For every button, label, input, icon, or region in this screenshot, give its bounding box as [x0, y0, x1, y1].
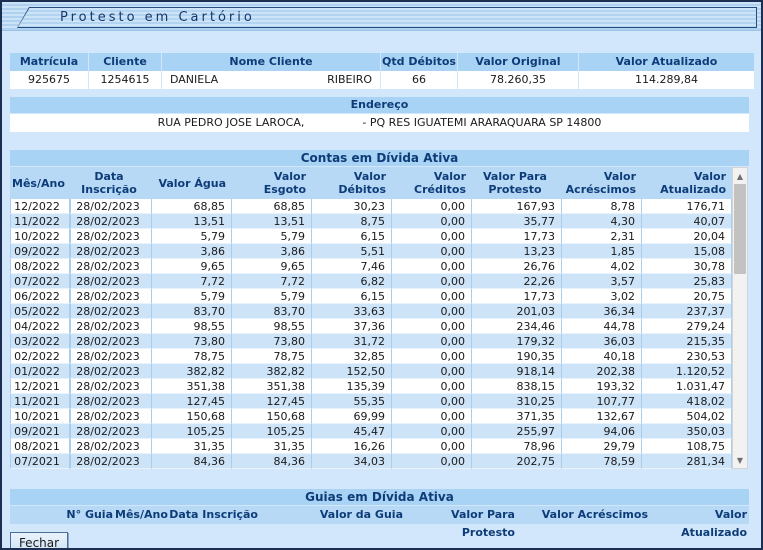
table-row[interactable]: 01/202228/02/2023382,82382,82152,500,009… — [10, 364, 732, 379]
col-matricula: Matrícula — [10, 53, 88, 71]
table-row[interactable]: 03/202228/02/202373,8073,8031,720,00179,… — [10, 334, 732, 349]
col-guia-mes-ano: Mês/Ano — [115, 506, 165, 542]
endereco-header: Endereço — [10, 97, 749, 113]
nome-cliente-value: DANIELA RIBEIRO — [162, 71, 380, 89]
table-row[interactable]: 12/202128/02/2023351,38351,38135,390,008… — [10, 379, 732, 394]
col-qtd-debitos: Qtd Débitos — [381, 53, 457, 71]
title-tab: Protesto em Cartório — [17, 7, 757, 28]
contas-scrollbar[interactable]: ▲ ▼ — [732, 167, 748, 469]
col-guia-valor-para-protesto: Valor Para Protesto — [405, 506, 517, 542]
endereco-district: - PQ RES IGUATEMI ARARAQUARA SP 14800 — [362, 114, 601, 132]
col-guia-valor-acrescimos: Valor Acréscimos — [517, 506, 650, 542]
table-row[interactable]: 07/202128/02/202384,3684,3634,030,00202,… — [10, 454, 732, 469]
guias-header-row: N° Guia Mês/Ano Data Inscrição Valor da … — [10, 506, 749, 524]
col-guia-valor-atualizado: Valor Atualizado — [650, 506, 749, 542]
title-band: Protesto em Cartório — [2, 2, 761, 31]
col-guia-data-inscricao: Data Inscrição — [165, 506, 260, 542]
cliente-value: 1254615 — [89, 71, 161, 89]
matricula-value: 925675 — [10, 71, 88, 89]
table-row[interactable]: 09/202128/02/2023105,25105,2545,470,0025… — [10, 424, 732, 439]
endereco-value: RUA PEDRO JOSE LAROCA, - PQ RES IGUATEMI… — [10, 114, 749, 132]
table-row[interactable]: 06/202228/02/20235,795,796,150,0017,733,… — [10, 289, 732, 304]
client-summary-header: Matrícula Cliente Nome Cliente Qtd Débit… — [10, 53, 749, 71]
fechar-button[interactable]: Fechar — [10, 532, 68, 550]
table-row[interactable]: 08/202228/02/20239,659,657,460,0026,764,… — [10, 259, 732, 274]
client-summary-table: Matrícula Cliente Nome Cliente Qtd Débit… — [10, 53, 749, 89]
contas-header-row: Mês/Ano Data Inscrição Valor Água Valor … — [10, 167, 732, 199]
table-row[interactable]: 04/202228/02/202398,5598,5537,360,00234,… — [10, 319, 732, 334]
col-valor-atualizado: Valor Atualizado — [642, 168, 732, 198]
col-nome-cliente: Nome Cliente — [162, 53, 380, 71]
table-row[interactable]: 09/202228/02/20233,863,865,510,0013,231,… — [10, 244, 732, 259]
col-cliente: Cliente — [89, 53, 161, 71]
col-data-inscricao: Data Inscrição — [70, 168, 152, 198]
nome-first: DANIELA — [170, 71, 218, 89]
table-row[interactable]: 12/202228/02/202368,8568,8530,230,00167,… — [10, 199, 732, 214]
qtd-debitos-value: 66 — [381, 71, 457, 89]
col-valor-da-guia: Valor da Guia — [260, 506, 405, 542]
col-valor-acrescimos: Valor Acréscimos — [562, 168, 642, 198]
window-title: Protesto em Cartório — [18, 10, 255, 25]
table-row[interactable]: 05/202228/02/202383,7083,7033,630,00201,… — [10, 304, 732, 319]
contas-section-title: Contas em Dívida Ativa — [10, 150, 749, 166]
client-summary-row: 925675 1254615 DANIELA RIBEIRO 66 78.260… — [10, 71, 749, 89]
table-row[interactable]: 11/202128/02/2023127,45127,4555,350,0031… — [10, 394, 732, 409]
guias-section-title: Guias em Dívida Ativa — [10, 489, 749, 505]
table-row[interactable]: 07/202228/02/20237,727,726,820,0022,263,… — [10, 274, 732, 289]
table-row[interactable]: 11/202228/02/202313,5113,518,750,0035,77… — [10, 214, 732, 229]
table-row[interactable]: 02/202228/02/202378,7578,7532,850,00190,… — [10, 349, 732, 364]
scroll-down-icon[interactable]: ▼ — [733, 453, 747, 467]
valor-atualizado-value: 114.289,84 — [579, 71, 754, 89]
table-row[interactable]: 10/202128/02/2023150,68150,6869,990,0037… — [10, 409, 732, 424]
protesto-window: Protesto em Cartório Matrícula Cliente N… — [0, 0, 763, 550]
col-valor-creditos: Valor Créditos — [392, 168, 472, 198]
col-mes-ano: Mês/Ano — [10, 175, 70, 192]
table-row[interactable]: 10/202228/02/20235,795,796,150,0017,732,… — [10, 229, 732, 244]
endereco-street: RUA PEDRO JOSE LAROCA, — [158, 114, 305, 132]
col-valor-original: Valor Original — [458, 53, 578, 71]
nome-last: RIBEIRO — [327, 71, 372, 89]
col-valor-agua: Valor Água — [152, 175, 232, 192]
col-valor-atualizado: Valor Atualizado — [579, 53, 754, 71]
col-valor-esgoto: Valor Esgoto — [232, 168, 312, 198]
scroll-up-icon[interactable]: ▲ — [733, 169, 747, 183]
valor-original-value: 78.260,35 — [458, 71, 578, 89]
contas-table: Mês/Ano Data Inscrição Valor Água Valor … — [10, 167, 749, 469]
scrollbar-thumb[interactable] — [734, 184, 746, 274]
col-valor-debitos: Valor Débitos — [312, 168, 392, 198]
col-valor-para-protesto: Valor Para Protesto — [472, 168, 562, 198]
table-row[interactable]: 08/202128/02/202331,3531,3516,260,0078,9… — [10, 439, 732, 454]
contas-rows: 12/202228/02/202368,8568,8530,230,00167,… — [10, 199, 732, 469]
